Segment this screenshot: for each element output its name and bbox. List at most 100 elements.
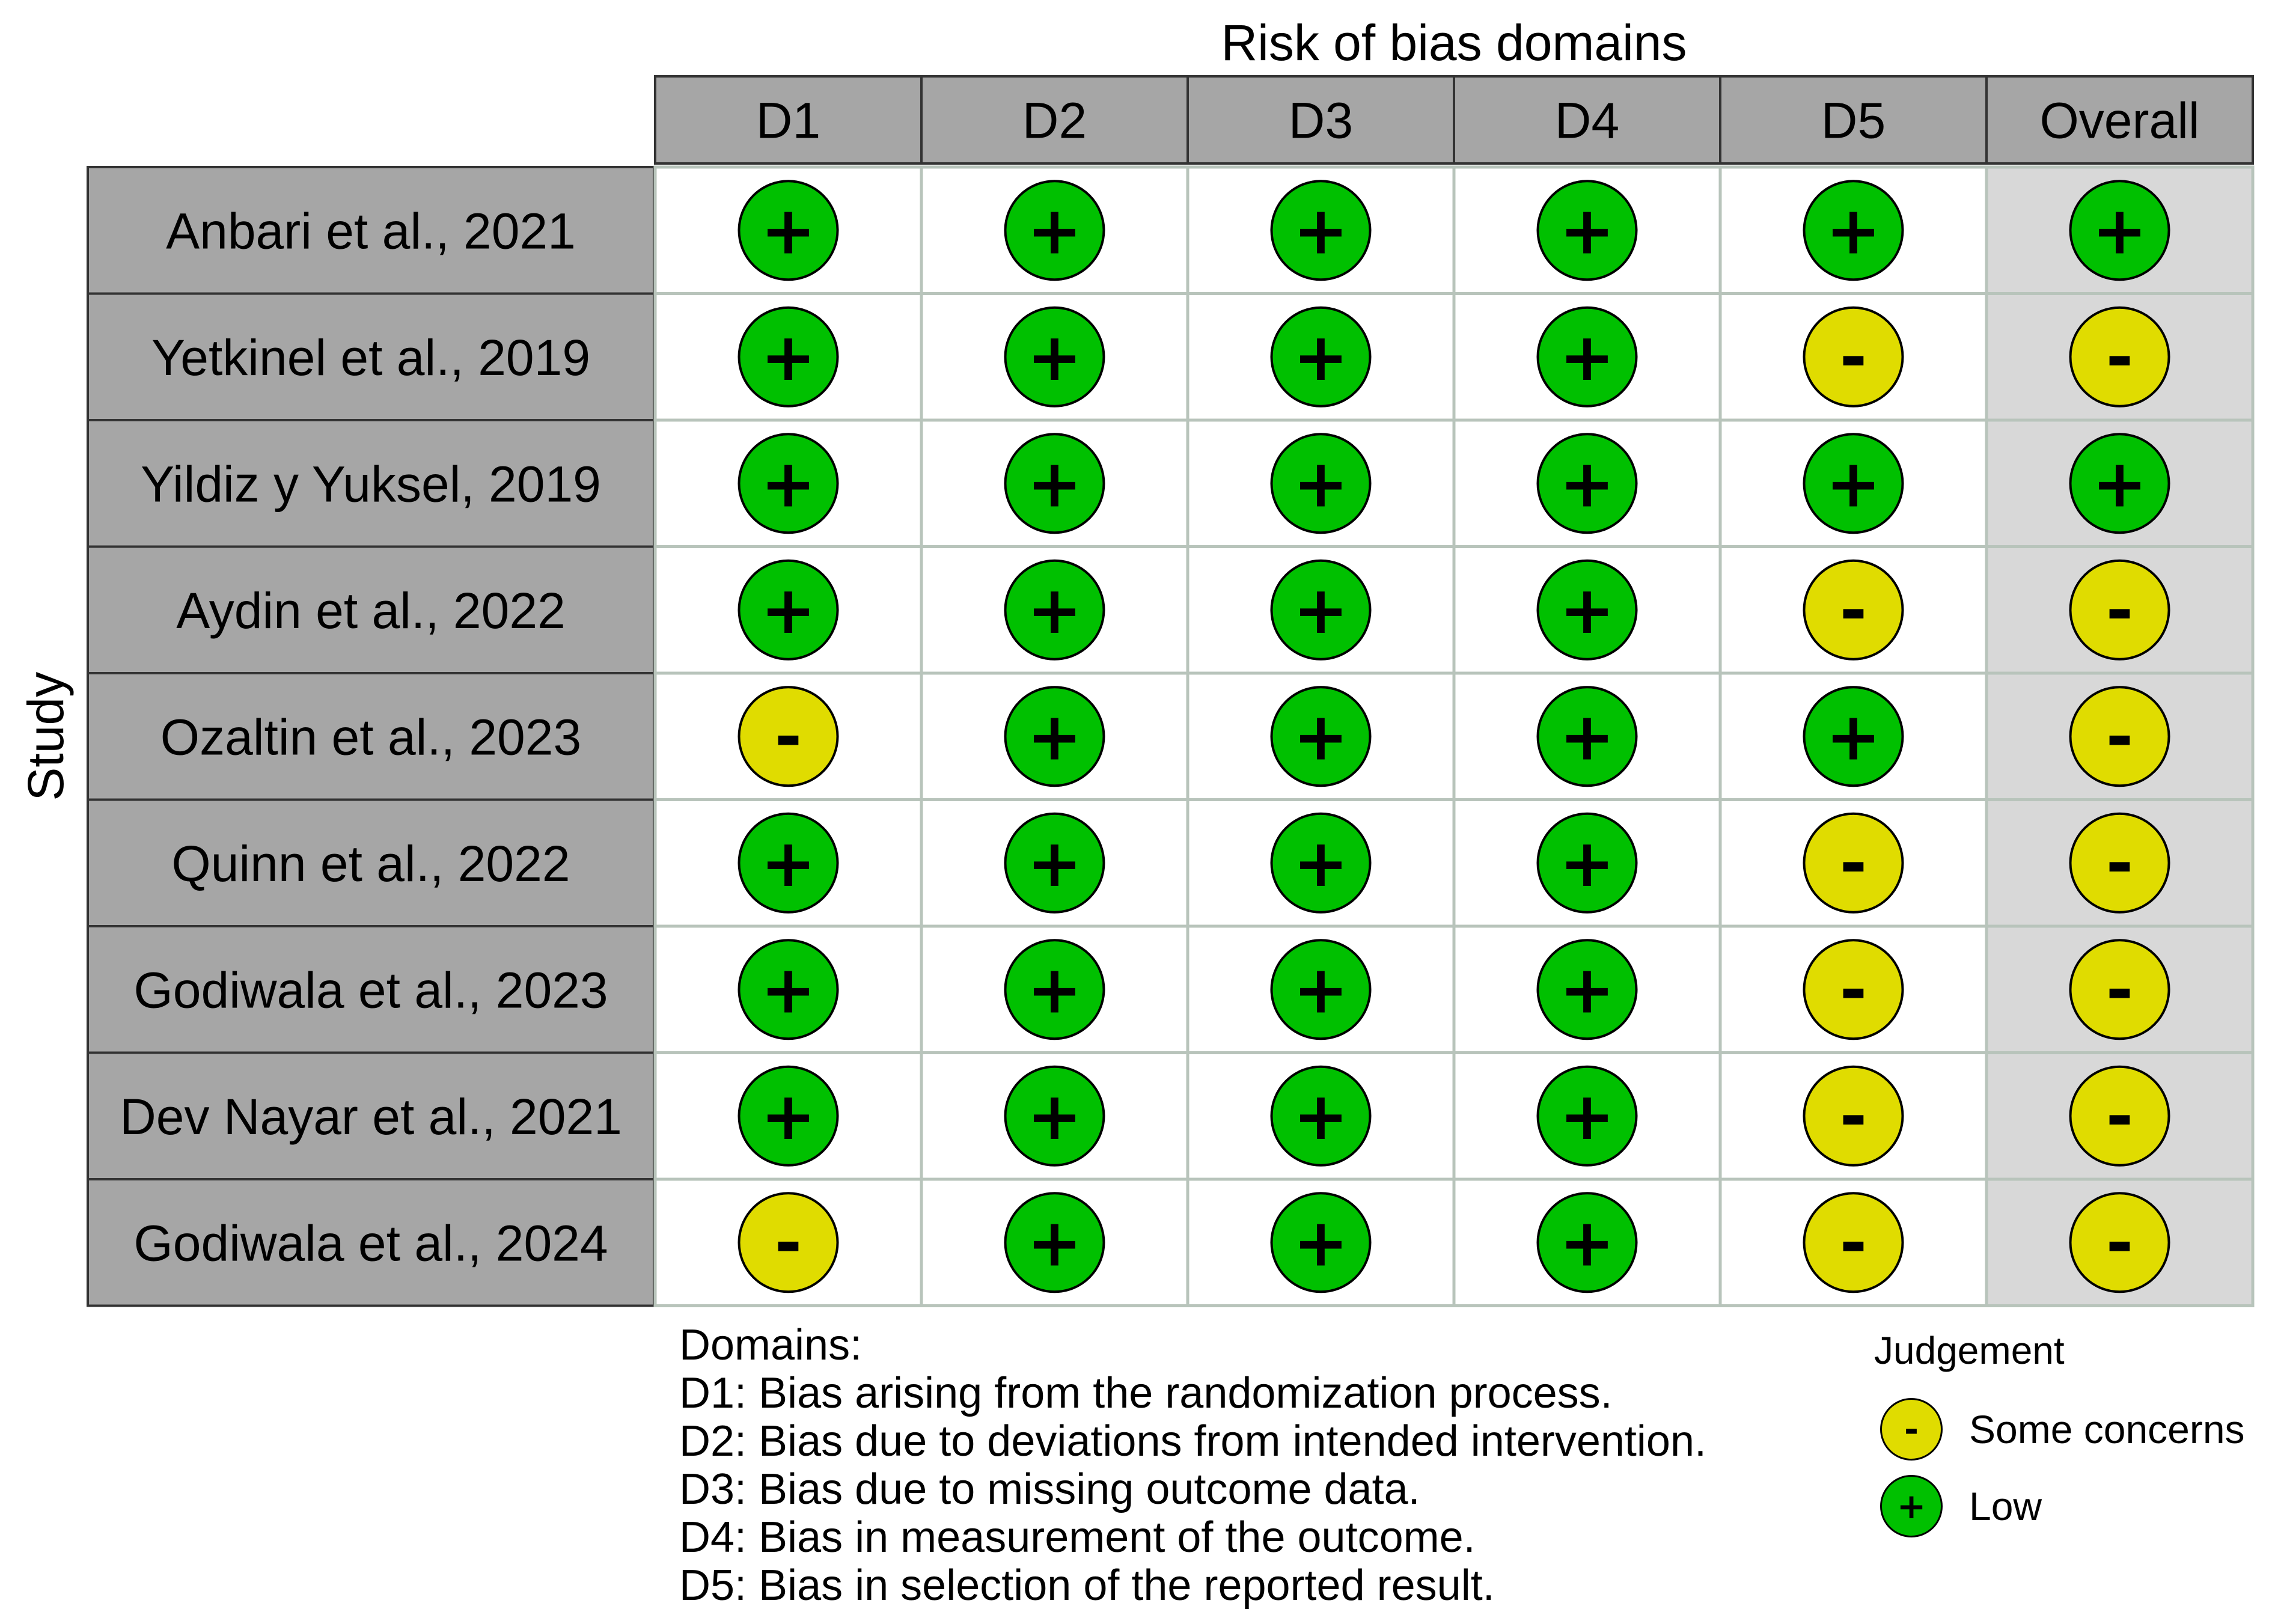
plus-symbol: +: [1559, 192, 1614, 269]
low-risk-marker: [1803, 180, 1904, 281]
domain-d5-description: D5: Bias in selection of the reported re…: [679, 1561, 1495, 1610]
some-concerns-marker: [2069, 1065, 2170, 1167]
minus-symbol: -: [2106, 1204, 2134, 1281]
plus-symbol: +: [1027, 698, 1082, 775]
plus-symbol: +: [2092, 192, 2147, 269]
low-risk-marker: [1270, 939, 1372, 1040]
low-risk-marker: [1270, 433, 1372, 534]
minus-symbol: -: [2106, 319, 2134, 395]
study-label: Dev Nayar et al., 2021: [120, 1088, 622, 1145]
low-risk-marker: [1536, 433, 1638, 534]
minus-symbol: -: [1840, 951, 1867, 1028]
judgement-legend: Judgement - Some concerns + Low: [1874, 1328, 2265, 1545]
low-risk-marker: [1004, 686, 1105, 787]
minus-symbol: -: [2106, 825, 2134, 902]
low-risk-marker: [1004, 812, 1105, 914]
plus-symbol: +: [760, 1078, 816, 1155]
minus-symbol: -: [775, 1204, 802, 1281]
low-risk-label: Low: [1969, 1484, 2042, 1528]
low-risk-marker: [1536, 306, 1638, 408]
plus-symbol: +: [1293, 951, 1348, 1028]
plus-symbol: +: [1293, 572, 1348, 649]
low-risk-marker: [1004, 180, 1105, 281]
plus-symbol: +: [1825, 192, 1881, 269]
study-label: Yetkinel et al., 2019: [151, 329, 590, 386]
some-concerns-marker: [2069, 559, 2170, 661]
study-label-cell: [87, 1178, 655, 1307]
study-label: Quinn et al., 2022: [171, 835, 570, 892]
low-risk-marker: [738, 559, 839, 661]
low-risk-marker: [738, 306, 839, 408]
minus-symbol: -: [1840, 1204, 1867, 1281]
low-risk-marker: [1270, 306, 1372, 408]
chart-title: Risk of bias domains: [1221, 14, 1687, 71]
low-risk-marker: [738, 939, 839, 1040]
plus-symbol: +: [760, 192, 816, 269]
some-concerns-marker: [1803, 559, 1904, 661]
plus-symbol: +: [1293, 319, 1348, 395]
minus-symbol: -: [1840, 1078, 1867, 1155]
some-concerns-marker: [1803, 1192, 1904, 1293]
column-header-label: D3: [1289, 93, 1353, 149]
plus-symbol: +: [1027, 1078, 1082, 1155]
plus-symbol: +: [1293, 825, 1348, 902]
plus-symbol: +: [1825, 698, 1881, 775]
study-label: Yildiz y Yuksel, 2019: [141, 456, 601, 512]
low-risk-marker: [738, 180, 839, 281]
study-label-cell: [87, 672, 655, 801]
study-label: Godiwala et al., 2023: [133, 962, 608, 1018]
some-concerns-marker: [2069, 686, 2170, 787]
domain-d1-description: D1: Bias arising from the randomization …: [679, 1369, 1613, 1417]
low-risk-marker: [1803, 686, 1904, 787]
domain-d3-description: D3: Bias due to missing outcome data.: [679, 1465, 1420, 1513]
column-header-cell: [654, 75, 923, 165]
study-label-cell: [87, 545, 655, 674]
column-header-cell: [1985, 75, 2254, 165]
study-label-cell: [87, 419, 655, 548]
low-risk-marker: [1004, 433, 1105, 534]
low-risk-marker: [1004, 1192, 1105, 1293]
low-risk-marker: [2069, 433, 2170, 534]
plus-symbol: +: [1559, 1078, 1614, 1155]
domain-d4-description: D4: Bias in measurement of the outcome.: [679, 1513, 1476, 1561]
plus-symbol: +: [2092, 445, 2147, 522]
minus-symbol: -: [2106, 698, 2134, 775]
plus-symbol: +: [1293, 1078, 1348, 1155]
plus-symbol: +: [1027, 951, 1082, 1028]
minus-symbol: -: [2106, 951, 2134, 1028]
some-concerns-marker: [1803, 939, 1904, 1040]
plus-symbol: +: [1293, 698, 1348, 775]
plus-symbol: +: [1559, 572, 1614, 649]
minus-symbol: -: [1840, 572, 1867, 649]
study-label: Anbari et al., 2021: [166, 203, 576, 259]
plus-symbol: +: [1027, 572, 1082, 649]
domains-legend-title: Domains:: [679, 1321, 863, 1369]
plus-symbol: +: [760, 319, 816, 395]
low-risk-icon: +: [1880, 1475, 1943, 1537]
low-risk-marker: [1004, 1065, 1105, 1167]
plus-symbol: +: [1027, 445, 1082, 522]
column-header-label: D1: [756, 93, 820, 149]
low-risk-marker: [1004, 306, 1105, 408]
some-concerns-marker: [2069, 306, 2170, 408]
minus-symbol: -: [1840, 825, 1867, 902]
low-risk-marker: [1270, 180, 1372, 281]
minus-symbol: -: [2106, 572, 2134, 649]
low-risk-marker: [1536, 812, 1638, 914]
column-header-cell: [1186, 75, 1455, 165]
study-label-cell: [87, 925, 655, 1054]
low-risk-marker: [1270, 812, 1372, 914]
domain-d2-description: D2: Bias due to deviations from intended…: [679, 1417, 1707, 1465]
study-label: Godiwala et al., 2024: [133, 1215, 608, 1271]
plus-symbol: +: [760, 951, 816, 1028]
plus-symbol: +: [1293, 445, 1348, 522]
low-risk-marker: [738, 1065, 839, 1167]
low-risk-marker: [1270, 686, 1372, 787]
low-risk-symbol: +: [1896, 1486, 1926, 1527]
low-risk-marker: [1803, 433, 1904, 534]
some-concerns-marker: [738, 686, 839, 787]
plus-symbol: +: [1559, 825, 1614, 902]
plus-symbol: +: [760, 825, 816, 902]
plus-symbol: +: [1027, 319, 1082, 395]
column-header-label: D4: [1555, 93, 1619, 149]
